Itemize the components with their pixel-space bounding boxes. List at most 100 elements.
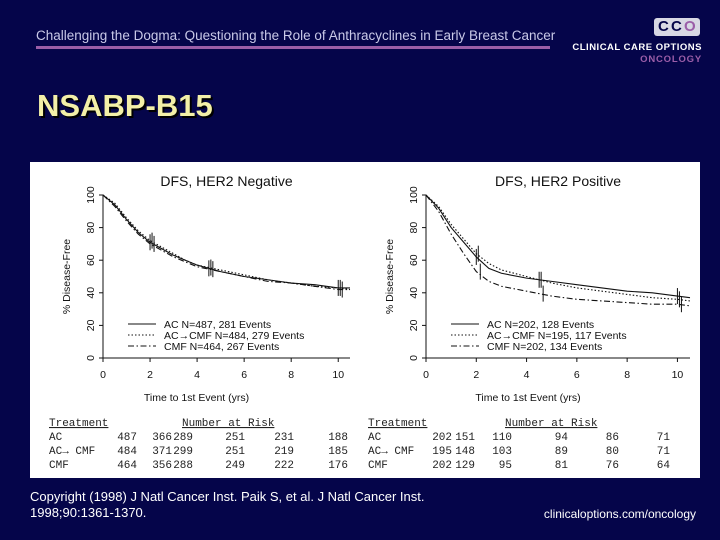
dfs-figure: DFS, HER2 Negative 0 20 40 60 80 100% Disease-… bbox=[30, 162, 700, 478]
risk-row-label: AC bbox=[49, 432, 63, 444]
header-title: Challenging the Dogma: Questioning the R… bbox=[36, 28, 556, 43]
risk-cell: 81 bbox=[555, 460, 569, 472]
logo-letter-2: C bbox=[671, 18, 682, 35]
x-tick-label: 8 bbox=[288, 369, 294, 381]
legend-label-3: CMF N=202, 134 Events bbox=[487, 341, 602, 353]
y-tick-label: 100 bbox=[85, 186, 97, 204]
x-tick-label: 10 bbox=[332, 369, 344, 381]
risk-row-label: AC bbox=[368, 432, 382, 444]
series-line-2 bbox=[102, 194, 351, 291]
risk-treatment-header: Treatment bbox=[49, 418, 108, 430]
y-tick-label: 60 bbox=[408, 254, 420, 266]
risk-treatment-header: Treatment bbox=[368, 418, 427, 430]
risk-cell: 289 bbox=[173, 432, 193, 444]
y-tick-label: 0 bbox=[408, 355, 420, 361]
risk-cell: 64 bbox=[657, 460, 671, 472]
x-tick-label: 2 bbox=[147, 369, 153, 381]
x-tick-label: 4 bbox=[524, 369, 530, 381]
risk-cell: 94 bbox=[555, 432, 569, 444]
risk-cell: 366 bbox=[152, 432, 172, 444]
x-tick-label: 0 bbox=[423, 369, 429, 381]
y-tick-label: 0 bbox=[85, 355, 97, 361]
footer-url[interactable]: clinicaloptions.com/oncology bbox=[543, 507, 696, 521]
series-line-2 bbox=[425, 194, 691, 302]
chart-title: DFS, HER2 Positive bbox=[495, 173, 621, 189]
y-tick-label: 80 bbox=[408, 222, 420, 234]
risk-cell: 222 bbox=[274, 460, 294, 472]
legend-label-2: AC→CMF N=195, 117 Events bbox=[487, 330, 627, 342]
legend-label-2: AC→CMF N=484, 279 Events bbox=[164, 330, 304, 342]
risk-table-right: Treatment Number at Risk AC 202 151 110 94 86 71… bbox=[368, 418, 670, 472]
x-tick-label: 4 bbox=[194, 369, 200, 381]
x-tick-label: 2 bbox=[473, 369, 479, 381]
header-rule bbox=[36, 46, 550, 49]
x-tick-label: 6 bbox=[574, 369, 580, 381]
risk-number-header: Number at Risk bbox=[505, 418, 598, 430]
logo-mark: C C O bbox=[654, 18, 700, 36]
x-axis-label: Time to 1st Event (yrs) bbox=[144, 392, 249, 404]
x-tick-label: 6 bbox=[241, 369, 247, 381]
risk-cell: 71 bbox=[657, 432, 671, 444]
series-line-3 bbox=[102, 194, 350, 291]
legend-label-1: AC N=202, 128 Events bbox=[487, 319, 594, 331]
legend-label-1: AC N=487, 281 Events bbox=[164, 319, 271, 331]
y-tick-label: 80 bbox=[85, 222, 97, 234]
risk-cell: 110 bbox=[492, 432, 512, 444]
series-line-3 bbox=[425, 194, 691, 307]
clinical-care-options-logo: C C O CLINICAL CARE OPTIONS ONCOLOGY bbox=[572, 18, 702, 68]
series-line-1 bbox=[102, 194, 350, 289]
risk-cell: 231 bbox=[274, 432, 294, 444]
risk-cell: 95 bbox=[499, 460, 512, 472]
risk-cell: 251 bbox=[225, 432, 245, 444]
y-tick-label: 40 bbox=[408, 287, 420, 299]
risk-cell: 487 bbox=[117, 432, 137, 444]
risk-cell: 76 bbox=[606, 460, 619, 472]
risk-cell: 219 bbox=[274, 446, 294, 458]
slide-title: NSABP-B15 bbox=[37, 88, 213, 123]
risk-cell: 299 bbox=[173, 446, 193, 458]
x-axis-label: Time to 1st Event (yrs) bbox=[475, 392, 580, 404]
risk-cell: 249 bbox=[225, 460, 245, 472]
footer-copyright: Copyright (1998) J Natl Cancer Inst. Pai… bbox=[30, 489, 425, 520]
risk-cell: 464 bbox=[117, 460, 137, 472]
risk-cell: 80 bbox=[606, 446, 619, 458]
risk-row-label: AC→ CMF bbox=[49, 446, 95, 458]
logo-line1: CLINICAL CARE OPTIONS bbox=[572, 42, 702, 53]
risk-cell: 288 bbox=[173, 460, 193, 472]
risk-row-label: CMF bbox=[49, 460, 69, 472]
risk-cell: 356 bbox=[152, 460, 172, 472]
risk-cell: 129 bbox=[455, 460, 475, 472]
risk-cell: 188 bbox=[328, 432, 348, 444]
y-tick-label: 40 bbox=[85, 287, 97, 299]
chart-title: DFS, HER2 Negative bbox=[160, 173, 292, 189]
risk-cell: 202 bbox=[432, 460, 452, 472]
risk-cell: 185 bbox=[328, 446, 348, 458]
logo-letter-3: O bbox=[684, 18, 696, 35]
logo-letter-1: C bbox=[658, 18, 669, 35]
y-tick-label: 20 bbox=[85, 319, 97, 331]
risk-cell: 371 bbox=[152, 446, 172, 458]
risk-cell: 89 bbox=[555, 446, 568, 458]
risk-row-label: AC→ CMF bbox=[368, 446, 414, 458]
risk-cell: 86 bbox=[606, 432, 619, 444]
legend-label-3: CMF N=464, 267 Events bbox=[164, 341, 279, 353]
logo-line2: ONCOLOGY bbox=[640, 54, 702, 65]
y-tick-label: 20 bbox=[408, 319, 420, 331]
x-tick-label: 10 bbox=[672, 369, 684, 381]
risk-cell: 103 bbox=[492, 446, 512, 458]
risk-cell: 195 bbox=[432, 446, 452, 458]
risk-number-header: Number at Risk bbox=[182, 418, 275, 430]
risk-table-left: Treatment Number at Risk AC 487 366 289 251 231… bbox=[49, 418, 348, 472]
y-axis-label: % Disease-Free bbox=[384, 239, 396, 314]
risk-cell: 251 bbox=[225, 446, 245, 458]
risk-cell: 71 bbox=[657, 446, 671, 458]
y-axis-label: % Disease-Free bbox=[61, 239, 73, 314]
risk-cell: 176 bbox=[328, 460, 348, 472]
risk-cell: 484 bbox=[117, 446, 137, 458]
risk-cell: 148 bbox=[455, 446, 475, 458]
x-tick-label: 0 bbox=[100, 369, 106, 381]
risk-cell: 151 bbox=[455, 432, 475, 444]
